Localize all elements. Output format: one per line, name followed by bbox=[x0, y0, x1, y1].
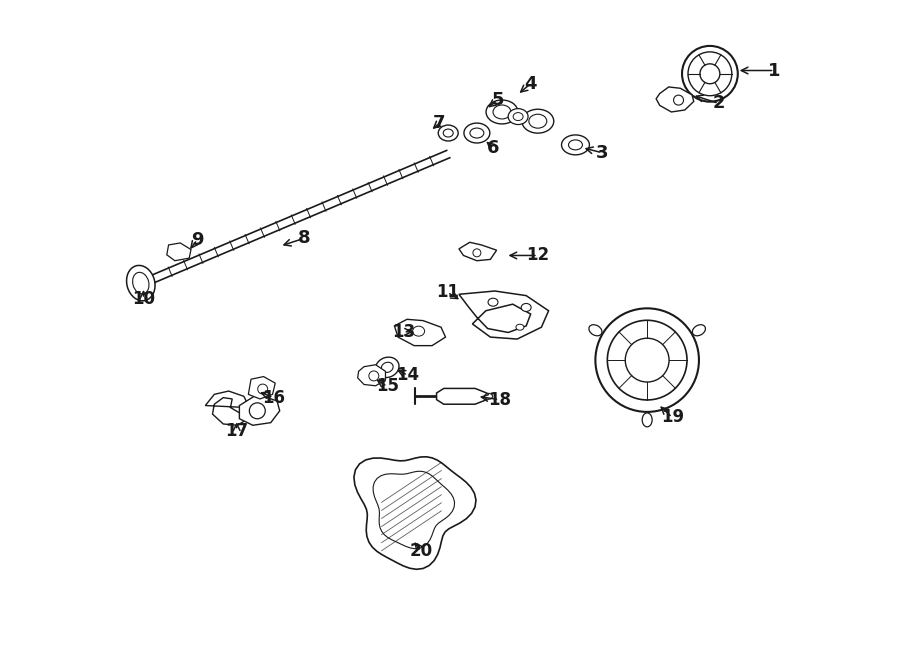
Ellipse shape bbox=[700, 64, 720, 84]
Ellipse shape bbox=[562, 135, 590, 155]
Ellipse shape bbox=[443, 129, 454, 137]
Ellipse shape bbox=[488, 298, 498, 306]
Text: 18: 18 bbox=[488, 391, 511, 408]
Ellipse shape bbox=[688, 52, 732, 96]
Text: 5: 5 bbox=[491, 91, 504, 109]
Ellipse shape bbox=[249, 403, 266, 419]
Text: 16: 16 bbox=[262, 389, 285, 407]
Ellipse shape bbox=[643, 413, 652, 427]
Text: 12: 12 bbox=[526, 247, 549, 264]
Polygon shape bbox=[394, 319, 446, 346]
Ellipse shape bbox=[375, 357, 399, 377]
Text: 20: 20 bbox=[410, 542, 433, 560]
Text: 4: 4 bbox=[525, 75, 537, 93]
Text: 7: 7 bbox=[433, 114, 446, 132]
Ellipse shape bbox=[484, 393, 492, 399]
Ellipse shape bbox=[522, 109, 554, 133]
Polygon shape bbox=[459, 243, 497, 260]
Text: 3: 3 bbox=[596, 144, 608, 162]
Polygon shape bbox=[656, 87, 694, 112]
Ellipse shape bbox=[257, 384, 267, 394]
Text: 17: 17 bbox=[225, 422, 248, 440]
Text: 15: 15 bbox=[376, 377, 399, 395]
Ellipse shape bbox=[464, 123, 490, 143]
Polygon shape bbox=[357, 365, 385, 386]
Polygon shape bbox=[436, 389, 487, 405]
Ellipse shape bbox=[589, 325, 602, 336]
Polygon shape bbox=[459, 291, 549, 339]
Polygon shape bbox=[166, 243, 191, 260]
Polygon shape bbox=[374, 471, 454, 549]
Ellipse shape bbox=[516, 325, 524, 330]
Ellipse shape bbox=[132, 272, 149, 294]
Text: 6: 6 bbox=[487, 139, 500, 157]
Ellipse shape bbox=[127, 266, 155, 301]
Ellipse shape bbox=[626, 338, 669, 382]
Ellipse shape bbox=[493, 105, 511, 119]
Ellipse shape bbox=[472, 249, 481, 257]
Ellipse shape bbox=[521, 303, 531, 311]
Ellipse shape bbox=[682, 46, 738, 102]
Ellipse shape bbox=[470, 128, 484, 138]
Ellipse shape bbox=[413, 326, 425, 336]
Text: 1: 1 bbox=[769, 61, 780, 79]
Ellipse shape bbox=[569, 140, 582, 150]
Ellipse shape bbox=[692, 325, 706, 336]
Ellipse shape bbox=[608, 321, 687, 400]
Polygon shape bbox=[354, 457, 476, 569]
Polygon shape bbox=[248, 377, 275, 399]
Ellipse shape bbox=[508, 108, 528, 124]
Text: 8: 8 bbox=[298, 229, 310, 247]
Ellipse shape bbox=[596, 308, 699, 412]
Text: 14: 14 bbox=[396, 366, 419, 384]
Text: 2: 2 bbox=[713, 95, 725, 112]
Polygon shape bbox=[239, 395, 280, 425]
Ellipse shape bbox=[438, 125, 458, 141]
Text: 11: 11 bbox=[436, 284, 459, 301]
Ellipse shape bbox=[513, 112, 523, 120]
Text: 9: 9 bbox=[191, 231, 203, 249]
Ellipse shape bbox=[529, 114, 547, 128]
Text: 19: 19 bbox=[661, 408, 684, 426]
Text: 13: 13 bbox=[392, 323, 415, 341]
Ellipse shape bbox=[382, 362, 393, 372]
Ellipse shape bbox=[673, 95, 683, 105]
Ellipse shape bbox=[486, 100, 518, 124]
Ellipse shape bbox=[369, 371, 379, 381]
Polygon shape bbox=[205, 391, 250, 425]
Text: 10: 10 bbox=[132, 290, 155, 308]
